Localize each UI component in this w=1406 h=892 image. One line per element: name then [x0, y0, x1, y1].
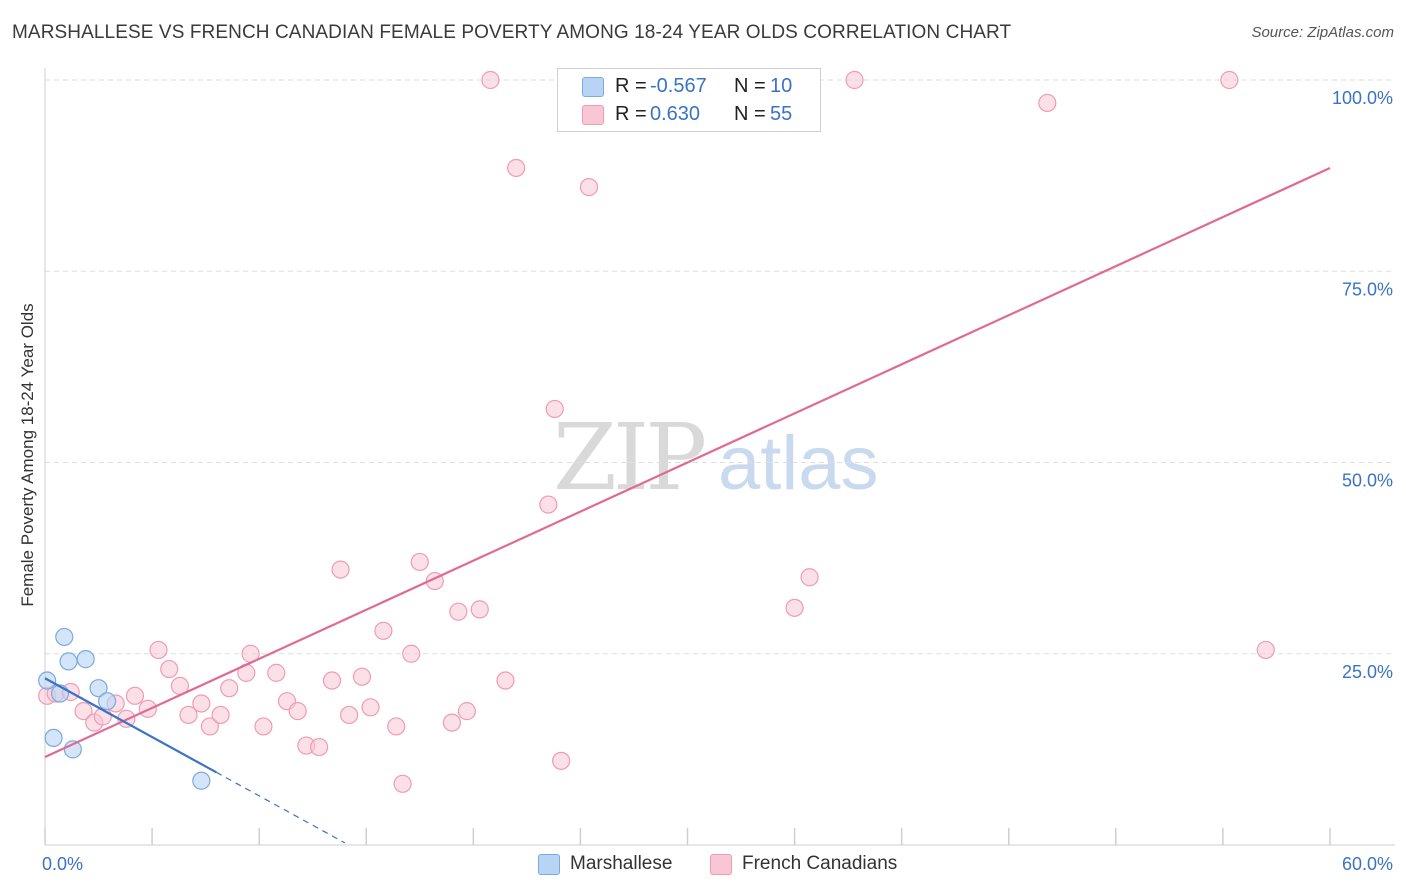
y-tick-label-100: 100.0%	[1332, 88, 1393, 108]
french-canadians-point	[579, 178, 599, 197]
french-canadians-point	[507, 158, 526, 178]
french-canadians-point	[331, 560, 350, 579]
r-value: 0.630	[650, 103, 701, 125]
french-canadians-point	[552, 751, 571, 770]
marshallese-point	[98, 692, 117, 711]
french-canadians-point	[545, 399, 564, 419]
french-canadians-point	[352, 667, 372, 686]
watermark-zip: ZIP	[553, 404, 707, 511]
r-label: R =	[615, 75, 647, 97]
french-canadians-point	[288, 702, 307, 721]
legend-label: French Canadians	[742, 853, 898, 874]
french-canadians-point	[374, 621, 393, 640]
marshallese-point	[76, 650, 95, 669]
n-value: 10	[770, 75, 793, 97]
french-canadians-point	[310, 737, 329, 757]
marshallese-swatch	[538, 854, 560, 875]
french-canadians-point	[845, 70, 864, 90]
french-canadians-point	[361, 698, 380, 717]
n-value: 55	[770, 103, 793, 125]
french-canadians-point	[800, 568, 819, 587]
french-canadians-point	[387, 717, 406, 736]
french-canadians-point	[470, 600, 489, 619]
french-canadians-point	[449, 602, 468, 621]
legend-row-french-canadians: R = 0.630 N = 55	[558, 101, 820, 127]
french-canadians-point	[322, 671, 342, 690]
legend-label: Marshallese	[570, 853, 673, 874]
french-canadians-point	[220, 679, 239, 698]
chart-title: MARSHALLESE VS FRENCH CANADIAN FEMALE PO…	[12, 22, 1012, 43]
french-canadians-point	[267, 663, 286, 682]
french-canadians-point	[1220, 70, 1239, 90]
french-canadians-point	[481, 70, 500, 90]
marshallese-point	[44, 728, 63, 748]
marshallese-swatch	[582, 77, 604, 97]
french-canadians-point	[785, 598, 804, 617]
french-canadians-point	[393, 774, 412, 793]
legend-row-marshallese: R = -0.567 N = 10	[558, 73, 820, 99]
french-canadians-point	[340, 705, 359, 725]
french-canadians-point	[160, 659, 179, 679]
marshallese-trendline	[44, 677, 217, 774]
marshallese-point	[55, 627, 74, 647]
source-label: Source: ZipAtlas.com	[1251, 24, 1394, 41]
french-canadians-point	[211, 705, 230, 725]
french-canadians-point	[74, 702, 93, 721]
marshallese-point	[59, 652, 78, 671]
french-canadians-point	[200, 717, 220, 736]
r-value: -0.567	[650, 75, 707, 97]
french-canadians-point	[442, 713, 462, 732]
marshallese-trendline-extension	[216, 771, 346, 844]
x-tick-label-60: 60.0%	[1342, 854, 1393, 874]
french-canadians-point	[496, 671, 515, 690]
french-canadians-point	[1256, 640, 1275, 660]
french-canadians-point	[179, 705, 198, 725]
y-tick-label-50: 50.0%	[1342, 471, 1393, 491]
french-canadians-point	[149, 640, 168, 660]
marshallese-point	[192, 771, 211, 790]
french-canadians-point	[254, 717, 273, 736]
french-canadians-swatch	[582, 105, 604, 125]
series-legend: Marshallese French Canadians	[0, 852, 1406, 878]
n-label: N =	[734, 103, 766, 125]
y-tick-label-75: 75.0%	[1342, 279, 1393, 299]
y-tick-label-25: 25.0%	[1342, 662, 1393, 682]
french-canadians-point	[410, 552, 429, 572]
french-canadians-point	[125, 686, 145, 705]
french-canadians-swatch	[710, 854, 732, 875]
x-tick-label-0: 0.0%	[42, 854, 83, 874]
marshallese-point	[89, 679, 108, 698]
n-label: N =	[734, 75, 766, 97]
french-canadians-trendline	[44, 166, 1331, 759]
french-canadians-point	[457, 702, 477, 721]
french-canadians-point	[192, 694, 211, 713]
french-canadians-point	[402, 644, 421, 663]
stats-legend: R = -0.567 N = 10 R = 0.630 N = 55	[557, 68, 821, 132]
r-label: R =	[615, 103, 647, 125]
french-canadians-point	[1038, 93, 1057, 113]
french-canadians-point	[539, 495, 558, 514]
